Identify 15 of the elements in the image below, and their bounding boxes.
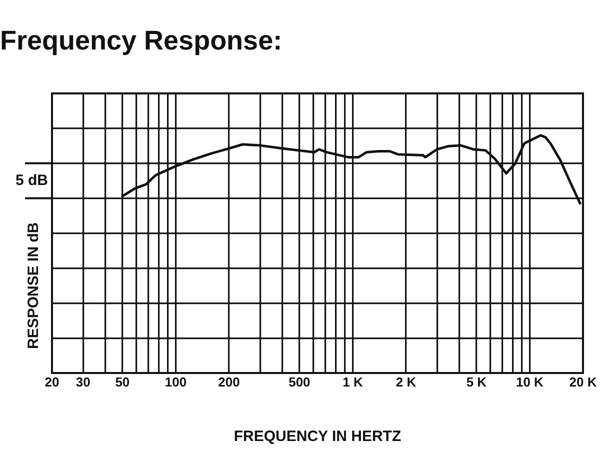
x-axis-title: FREQUENCY IN HERTZ [234, 428, 402, 446]
x-tick-label: 20 [44, 374, 60, 390]
x-tick-label: 500 [288, 374, 310, 390]
x-tick-label: 2 K [396, 374, 417, 390]
y-axis-title: RESPONSE IN dB [25, 222, 42, 349]
chart-title: Frequency Response: [0, 26, 282, 56]
x-tick-label: 1 K [342, 374, 364, 390]
x-tick-label: 30 [76, 374, 90, 390]
x-tick-label: 200 [218, 374, 240, 390]
x-tick-label: 50 [115, 374, 130, 390]
x-tick-label: 5 K [466, 374, 488, 390]
text: 5 dB [15, 172, 48, 189]
x-tick-label: 20 K [569, 374, 598, 390]
x-tick-label: 100 [164, 374, 187, 390]
x-tick-label: 10 K [516, 374, 544, 390]
